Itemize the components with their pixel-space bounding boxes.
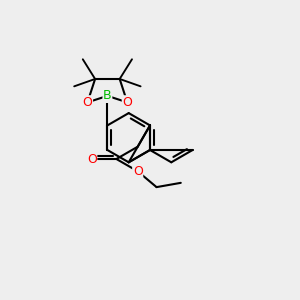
Text: O: O [122,96,132,109]
Text: O: O [133,165,142,178]
Text: O: O [87,152,97,166]
Text: O: O [82,96,92,109]
Text: B: B [103,89,112,102]
